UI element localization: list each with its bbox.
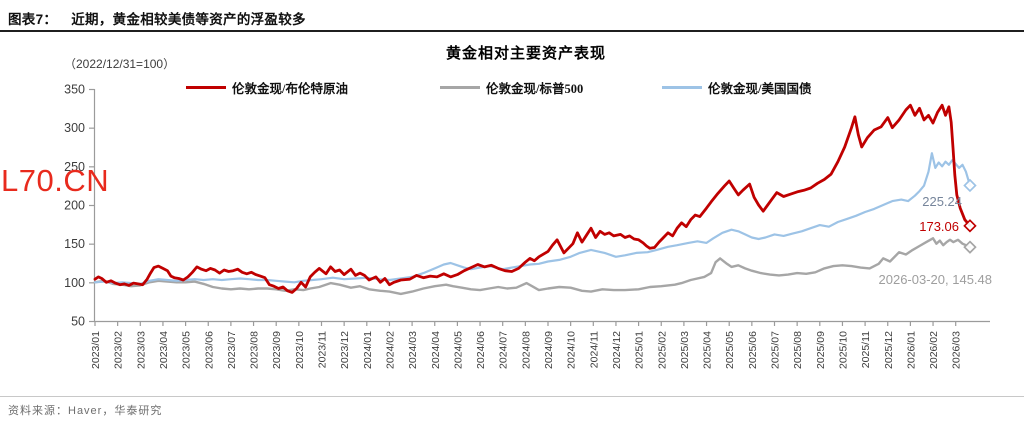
x-axis-label: 2023/04 [158, 331, 170, 369]
figure-label: 图表7： [8, 12, 58, 27]
gray-line-swatch-icon [440, 85, 480, 89]
x-axis-label: 2024/11 [588, 331, 600, 368]
x-axis-label: 2023/10 [294, 331, 306, 369]
watermark: L70.CN [1, 163, 110, 198]
end-value-annotation: 173.06 [919, 219, 959, 234]
x-axis-label: 2023/03 [135, 331, 147, 369]
x-axis-label: 2024/09 [543, 331, 555, 369]
y-axis-label: 100 [64, 276, 85, 290]
x-axis-label: 2023/12 [339, 331, 351, 369]
x-axis-label: 2025/04 [702, 331, 714, 369]
figure-title: 近期，黄金相较美债等资产的浮盈较多 [71, 12, 306, 27]
x-axis-label: 2025/10 [837, 331, 849, 369]
legend-item-gold-brent: 伦敦金现/布伦特原油 [186, 79, 348, 96]
x-axis-label: 2024/02 [384, 331, 396, 369]
x-axis-label: 2025/05 [724, 331, 736, 369]
y-axis-label: 200 [64, 199, 85, 213]
x-axis-label: 2023/09 [271, 331, 283, 369]
x-axis-label: 2025/07 [770, 331, 782, 369]
x-axis-label: 2025/11 [860, 331, 872, 368]
x-axis-label: 2025/03 [679, 331, 691, 369]
legend-item-gold-ust: 伦敦金现/美国国债 [662, 79, 812, 96]
x-axis-label: 2026/01 [905, 331, 917, 369]
legend: 伦敦金现/布伦特原油 伦敦金现/标普500 伦敦金现/美国国债 [0, 79, 1024, 96]
blue-line-swatch-icon [662, 85, 702, 89]
legend-label-gold-ust: 伦敦金现/美国国债 [708, 81, 812, 96]
series-line [93, 103, 972, 294]
legend-label-gold-sp500: 伦敦金现/标普500 [486, 81, 584, 96]
x-axis-label: 2023/08 [249, 331, 261, 369]
x-axis-label: 2023/02 [113, 331, 125, 369]
x-axis-label: 2024/05 [452, 331, 464, 369]
y-axis-label: 350 [64, 83, 85, 97]
x-axis-label: 2026/02 [928, 331, 940, 369]
end-value-annotation: 2026-03-20, 145.48 [879, 272, 992, 287]
x-axis-label: 2024/12 [611, 331, 623, 369]
index-base-note: （2022/12/31=100） [64, 57, 176, 71]
source-note: 资料来源：Haver，华泰研究 [8, 405, 163, 417]
x-axis-label: 2023/01 [90, 331, 102, 369]
legend-item-gold-sp500: 伦敦金现/标普500 [440, 79, 584, 96]
x-axis-label: 2024/07 [498, 331, 510, 369]
header-divider [0, 30, 1024, 32]
end-marker-diamond [963, 219, 977, 233]
end-value-annotation: 225.24 [922, 194, 962, 209]
x-axis-label: 2026/03 [951, 331, 963, 369]
y-axis-label: 250 [64, 160, 85, 174]
x-axis-label: 2023/11 [317, 331, 329, 368]
end-marker-diamond [963, 240, 977, 254]
footer-divider [0, 396, 1024, 397]
y-axis-label: 150 [64, 237, 85, 251]
series-line [93, 237, 972, 296]
x-axis-label: 2025/02 [656, 331, 668, 369]
x-axis-label: 2024/03 [407, 331, 419, 369]
x-axis-label: 2025/06 [747, 331, 759, 369]
chart-title: 黄金相对主要资产表现 [446, 46, 607, 62]
x-axis-label: 2023/07 [226, 331, 238, 369]
x-axis-label: 2025/09 [815, 331, 827, 369]
figure-header: 图表7： 近期，黄金相较美债等资产的浮盈较多 [8, 8, 306, 28]
x-axis-label: 2024/06 [475, 331, 487, 369]
x-axis-label: 2023/05 [181, 331, 193, 369]
x-axis-label: 2024/04 [430, 331, 442, 369]
x-axis-label: 2025/08 [792, 331, 804, 369]
end-marker-diamond [963, 178, 977, 193]
x-axis-label: 2025/01 [634, 331, 646, 369]
legend-label-gold-brent: 伦敦金现/布伦特原油 [232, 81, 348, 96]
x-axis-label: 2025/12 [883, 331, 895, 369]
series-line [93, 152, 972, 285]
red-line-swatch-icon [186, 85, 226, 89]
y-axis-label: 300 [64, 121, 85, 135]
x-axis-label: 2024/10 [566, 331, 578, 369]
x-axis-label: 2024/08 [520, 331, 532, 369]
y-axis-label: 50 [71, 315, 85, 329]
x-axis-label: 2023/06 [203, 331, 215, 369]
x-axis-label: 2024/01 [362, 331, 374, 369]
